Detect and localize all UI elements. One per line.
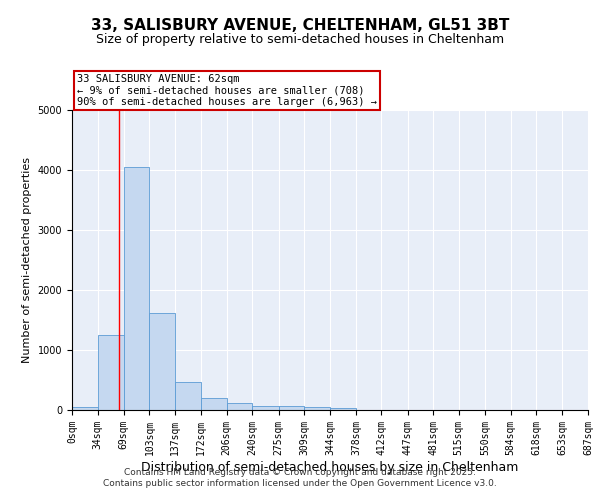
Text: 33, SALISBURY AVENUE, CHELTENHAM, GL51 3BT: 33, SALISBURY AVENUE, CHELTENHAM, GL51 3… <box>91 18 509 32</box>
Text: Contains HM Land Registry data © Crown copyright and database right 2025.
Contai: Contains HM Land Registry data © Crown c… <box>103 468 497 487</box>
Bar <box>98 335 124 410</box>
Bar <box>175 382 201 410</box>
Text: 33 SALISBURY AVENUE: 62sqm
← 9% of semi-detached houses are smaller (708)
90% of: 33 SALISBURY AVENUE: 62sqm ← 9% of semi-… <box>77 74 377 107</box>
Bar <box>124 167 149 410</box>
Bar <box>227 403 252 410</box>
X-axis label: Distribution of semi-detached houses by size in Cheltenham: Distribution of semi-detached houses by … <box>142 460 518 473</box>
Bar <box>278 406 304 410</box>
Text: Size of property relative to semi-detached houses in Cheltenham: Size of property relative to semi-detach… <box>96 32 504 46</box>
Bar <box>252 406 278 410</box>
Bar <box>149 312 175 410</box>
Bar <box>72 407 98 410</box>
Bar <box>331 408 356 410</box>
Bar <box>304 407 331 410</box>
Y-axis label: Number of semi-detached properties: Number of semi-detached properties <box>22 157 32 363</box>
Bar <box>201 398 227 410</box>
